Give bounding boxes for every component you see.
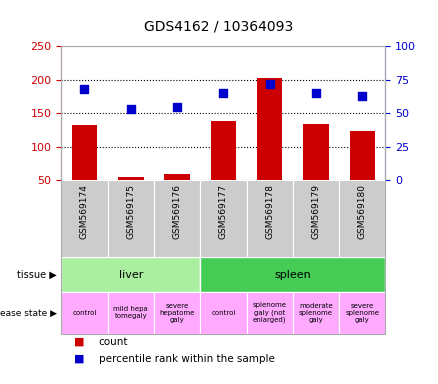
Bar (61, 180, 108, 257)
Text: tissue ▶: tissue ▶ (17, 270, 57, 280)
Bar (211, 121, 236, 180)
Bar (154, 292, 200, 334)
Text: GSM569178: GSM569178 (265, 184, 274, 239)
Bar (293, 180, 339, 257)
Text: GSM569179: GSM569179 (311, 184, 321, 239)
Bar (339, 180, 385, 257)
Bar (293, 292, 339, 334)
Bar (118, 177, 144, 180)
Bar (108, 180, 154, 257)
Text: control: control (72, 310, 97, 316)
Text: GSM569177: GSM569177 (219, 184, 228, 239)
Text: GSM569180: GSM569180 (358, 184, 367, 239)
Bar (247, 180, 293, 257)
Text: moderate
splenome
galy: moderate splenome galy (299, 303, 333, 323)
Bar (200, 292, 247, 334)
Bar (61, 257, 200, 292)
Point (312, 90, 319, 96)
Text: control: control (211, 310, 236, 316)
Text: mild hepa
tomegaly: mild hepa tomegaly (113, 306, 148, 319)
Point (127, 106, 134, 112)
Text: GSM569175: GSM569175 (126, 184, 135, 239)
Bar (350, 131, 375, 180)
Bar (200, 257, 385, 292)
Point (81, 86, 88, 92)
Text: splenome
galy (not
enlarged): splenome galy (not enlarged) (253, 303, 287, 323)
Text: liver: liver (119, 270, 143, 280)
Bar (72, 125, 97, 180)
Text: spleen: spleen (275, 270, 311, 280)
Text: severe
hepatome
galy: severe hepatome galy (159, 303, 195, 323)
Bar (108, 292, 154, 334)
Text: severe
splenome
galy: severe splenome galy (345, 303, 379, 323)
Text: disease state ▶: disease state ▶ (0, 308, 57, 318)
Bar (303, 124, 328, 180)
Bar (257, 78, 283, 180)
Text: GSM569176: GSM569176 (173, 184, 182, 239)
Bar (61, 292, 108, 334)
Text: ■: ■ (74, 337, 85, 347)
Text: ■: ■ (74, 354, 85, 364)
Text: GDS4162 / 10364093: GDS4162 / 10364093 (145, 19, 293, 33)
Bar (154, 180, 200, 257)
Bar (247, 292, 293, 334)
Bar (339, 292, 385, 334)
Point (220, 90, 227, 96)
Point (359, 93, 366, 99)
Text: GSM569174: GSM569174 (80, 184, 89, 239)
Bar (164, 174, 190, 180)
Point (173, 103, 180, 109)
Point (266, 81, 273, 87)
Text: percentile rank within the sample: percentile rank within the sample (99, 354, 275, 364)
Text: count: count (99, 337, 128, 347)
Bar (200, 180, 247, 257)
